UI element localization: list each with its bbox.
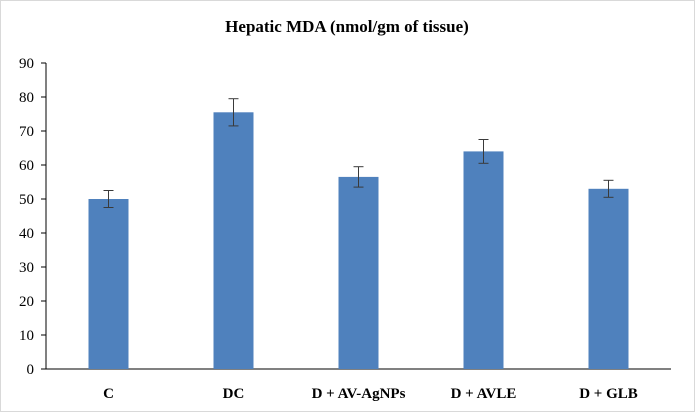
error-bar [478,139,489,164]
x-tick-label: DC [223,386,245,402]
error-bar [228,98,239,127]
y-tick-label: 0 [27,362,35,378]
error-bar [103,190,114,208]
x-tick-label: D + AVLE [451,386,517,402]
y-tick-label: 90 [19,56,34,72]
y-tick-label: 20 [19,294,34,310]
x-tick-label: D + GLB [579,386,638,402]
y-tick-label: 70 [19,124,34,140]
bars [88,112,629,370]
bar [588,188,629,369]
error-bars [103,98,614,208]
x-tick-label: C [103,386,114,402]
x-tick-label: D + AV-AgNPs [312,386,406,402]
x-tick-labels: C DC D + AV-AgNPs D + AVLE D + GLB [103,386,638,402]
chart-title: Hepatic MDA (nmol/gm of tissue) [225,17,469,36]
y-tick-label: 50 [19,192,34,208]
bar [213,112,254,370]
error-bar [353,166,364,188]
bar [338,176,379,369]
bar [463,151,504,369]
y-tick-label: 40 [19,226,34,242]
y-tick-label: 80 [19,90,34,106]
y-tick-label: 30 [19,260,34,276]
y-tick-labels: 0 10 20 30 40 50 60 70 80 90 [19,56,46,378]
error-bar [603,179,614,198]
bar [88,199,129,369]
y-tick-label: 10 [19,328,34,344]
y-tick-label: 60 [19,158,34,174]
